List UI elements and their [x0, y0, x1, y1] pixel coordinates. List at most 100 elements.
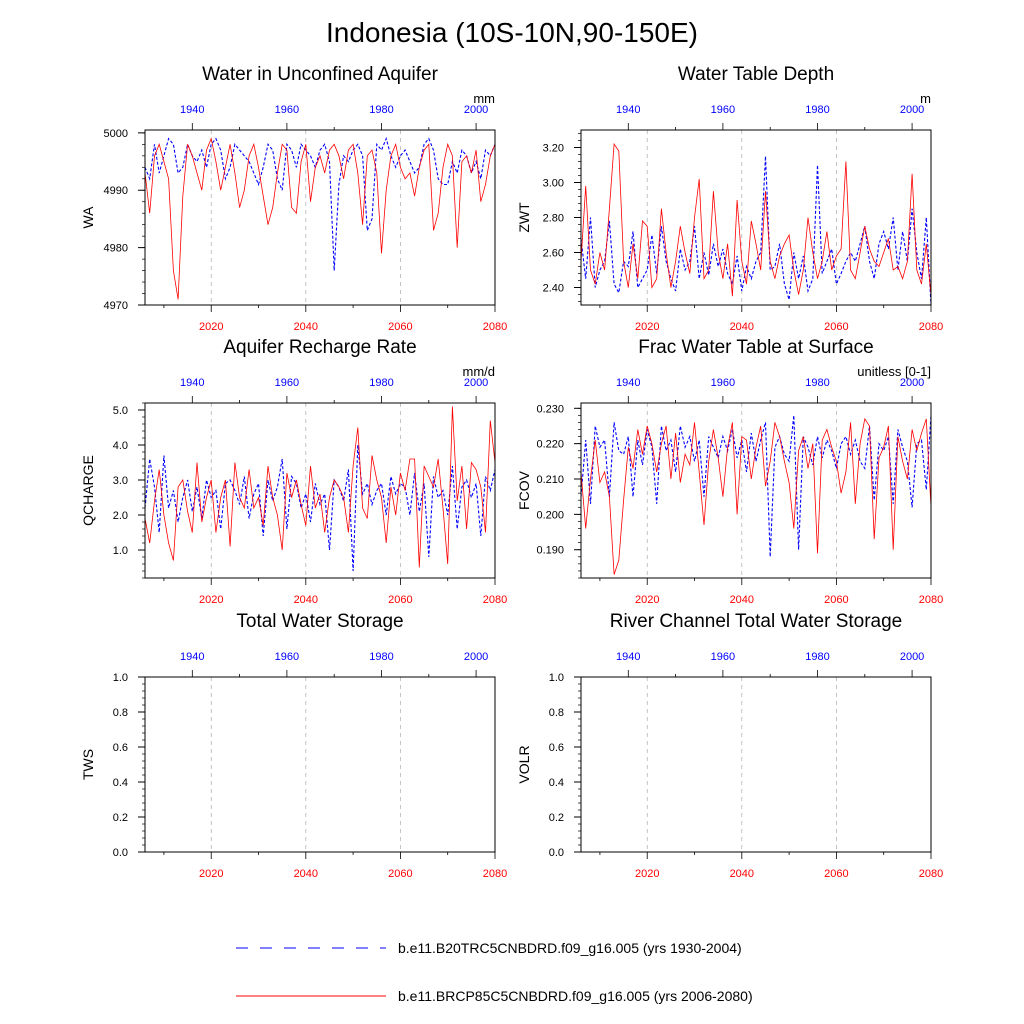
series-line-historical — [580, 415, 932, 557]
y-axis-label: FCOV — [516, 470, 532, 510]
y-tick-label: 0.6 — [113, 742, 128, 754]
panels: Water in Unconfined Aquifer mm WA 4970 4980 4… — [80, 64, 943, 880]
units-label: mm/d — [463, 364, 496, 379]
y-tick-label: 3.0 — [113, 475, 128, 487]
y-tick-label: 4.0 — [113, 440, 128, 452]
x-tick-label-future: 2060 — [824, 868, 848, 880]
y-tick-label: 0.0 — [113, 847, 128, 859]
y-axis-label: WA — [80, 206, 96, 229]
y-tick-label: 0.210 — [536, 474, 564, 486]
x-tick-label-historical: 1940 — [180, 651, 204, 663]
x-tick-label-future: 2040 — [730, 594, 754, 606]
x-tick-label-future: 2080 — [483, 868, 507, 880]
x-tick-label-historical: 2000 — [900, 377, 924, 389]
x-tick-label-historical: 1940 — [180, 104, 204, 116]
y-tick-label: 3.00 — [543, 178, 564, 190]
x-tick-label-historical: 1940 — [180, 377, 204, 389]
x-tick-label-historical: 1960 — [275, 651, 299, 663]
units-label: m — [920, 91, 931, 106]
panel-title: Water Table Depth — [678, 64, 834, 85]
plot-frame — [580, 676, 932, 853]
y-tick-label: 0.4 — [113, 777, 128, 789]
y-tick-label: 0.220 — [536, 439, 564, 451]
y-tick-label: 0.190 — [536, 545, 564, 557]
y-tick-label: 0.0 — [549, 847, 564, 859]
units-label: unitless [0-1] — [857, 364, 931, 379]
x-tick-label-future: 2020 — [199, 868, 223, 880]
x-tick-label-historical: 1980 — [369, 104, 393, 116]
panel-title: Frac Water Table at Surface — [638, 337, 874, 358]
units-label: mm — [473, 91, 495, 106]
x-tick-label-future: 2060 — [388, 868, 412, 880]
legend-future-label: b.e11.BRCP85C5CNBDRD.f09_g16.005 (yrs 20… — [398, 988, 753, 1004]
x-tick-label-future: 2040 — [294, 594, 318, 606]
x-tick-label-future: 2060 — [388, 321, 412, 333]
y-tick-label: 1.0 — [549, 672, 564, 684]
plot-frame — [144, 402, 496, 579]
x-tick-label-future: 2080 — [483, 594, 507, 606]
panel-wa: Water in Unconfined Aquifer mm WA 4970 4980 4… — [80, 64, 507, 333]
panel-title: Water in Unconfined Aquifer — [202, 64, 439, 85]
y-tick-label: 1.0 — [113, 672, 128, 684]
panel-title: River Channel Total Water Storage — [610, 611, 903, 632]
y-tick-label: 0.8 — [113, 707, 128, 719]
y-tick-label: 0.230 — [536, 403, 564, 415]
series-line-future — [580, 417, 932, 575]
series-line-future — [144, 406, 496, 568]
x-tick-label-future: 2020 — [199, 321, 223, 333]
x-tick-label-historical: 2000 — [900, 651, 924, 663]
y-tick-label: 2.60 — [543, 248, 564, 260]
panel-title: Aquifer Recharge Rate — [223, 337, 416, 358]
figure-title: Indonesia (10S-10N,90-150E) — [326, 17, 698, 48]
y-axis-label: VOLR — [516, 745, 532, 783]
x-tick-label-future: 2020 — [199, 594, 223, 606]
y-tick-label: 4970 — [104, 300, 128, 312]
x-tick-label-historical: 1980 — [805, 651, 829, 663]
x-tick-label-future: 2080 — [919, 594, 943, 606]
x-tick-label-future: 2080 — [483, 321, 507, 333]
y-tick-label: 5.0 — [113, 405, 128, 417]
x-tick-label-historical: 1940 — [616, 104, 640, 116]
x-tick-label-future: 2080 — [919, 321, 943, 333]
x-tick-label-future: 2060 — [824, 594, 848, 606]
x-tick-label-future: 2080 — [919, 868, 943, 880]
series-line-historical — [144, 136, 496, 271]
plot-frame — [580, 129, 932, 306]
y-tick-label: 0.8 — [549, 707, 564, 719]
y-axis-label: QCHARGE — [80, 455, 96, 526]
x-tick-label-historical: 2000 — [464, 104, 488, 116]
plot-frame — [144, 129, 496, 306]
x-tick-label-historical: 1960 — [275, 104, 299, 116]
panel-qcharge: Aquifer Recharge Rate mm/d QCHARGE 1.0 2.0 3.… — [80, 337, 507, 606]
y-tick-label: 2.40 — [543, 283, 564, 295]
x-tick-label-future: 2040 — [730, 868, 754, 880]
series-line-future — [144, 137, 496, 300]
y-tick-label: 0.2 — [549, 812, 564, 824]
x-tick-label-future: 2060 — [824, 321, 848, 333]
x-tick-label-future: 2040 — [294, 321, 318, 333]
series-line-historical — [580, 156, 932, 306]
x-tick-label-future: 2020 — [635, 594, 659, 606]
x-tick-label-historical: 1960 — [711, 377, 735, 389]
y-tick-label: 0.6 — [549, 742, 564, 754]
x-tick-label-historical: 2000 — [464, 377, 488, 389]
x-tick-label-future: 2040 — [294, 868, 318, 880]
x-tick-label-historical: 2000 — [900, 104, 924, 116]
y-tick-label: 2.80 — [543, 213, 564, 225]
y-tick-label: 2.0 — [113, 510, 128, 522]
x-tick-label-historical: 1960 — [711, 651, 735, 663]
x-tick-label-historical: 1960 — [711, 104, 735, 116]
x-tick-label-historical: 2000 — [464, 651, 488, 663]
x-tick-label-historical: 1980 — [805, 104, 829, 116]
series-line-future — [580, 142, 932, 297]
y-axis-label: TWS — [80, 749, 96, 780]
legend: b.e11.B20TRC5CNBDRD.f09_g16.005 (yrs 193… — [236, 940, 753, 1004]
x-tick-label-future: 2020 — [635, 868, 659, 880]
y-tick-label: 4990 — [104, 185, 128, 197]
panel-fcov: Frac Water Table at Surface unitless [0-1… — [516, 337, 943, 606]
x-tick-label-historical: 1940 — [616, 651, 640, 663]
y-tick-label: 0.4 — [549, 777, 564, 789]
panel-volr: River Channel Total Water Storage VOLR 0.0… — [516, 611, 943, 880]
x-tick-label-historical: 1980 — [369, 377, 393, 389]
